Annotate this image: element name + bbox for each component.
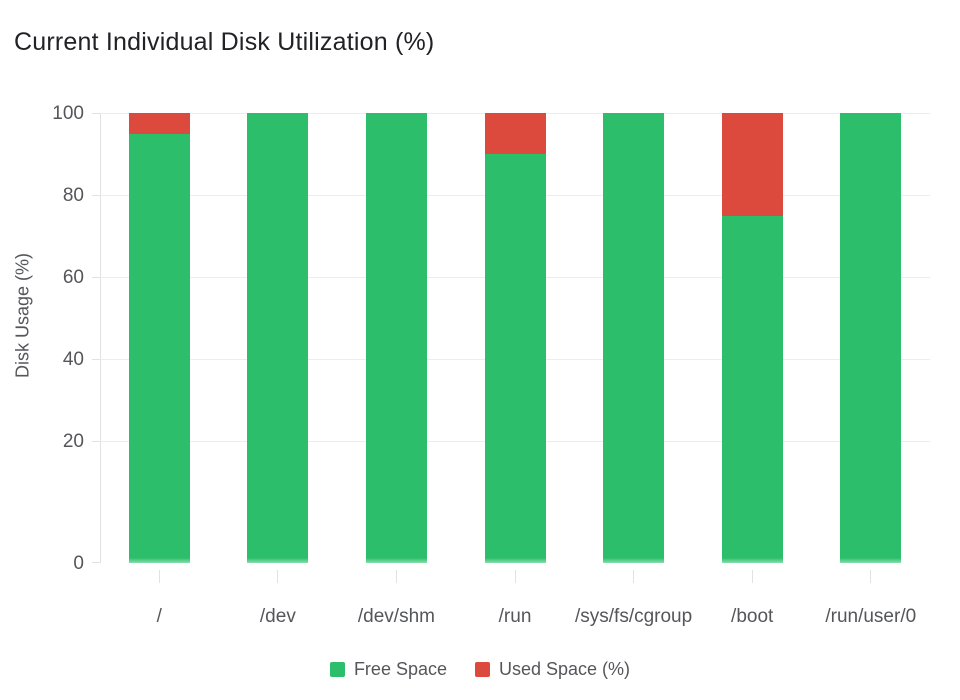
stacked-bar[interactable] bbox=[840, 113, 902, 563]
x-axis-label: /dev/shm bbox=[357, 606, 435, 627]
y-axis-tick-label: 0 bbox=[73, 553, 84, 574]
y-axis-tick-label: 100 bbox=[52, 103, 84, 124]
legend: Free Space Used Space (%) bbox=[0, 659, 960, 680]
bar-free-segment[interactable] bbox=[721, 215, 783, 563]
x-axis-tick-slot bbox=[456, 570, 575, 583]
x-axis-label: /run/user/0 bbox=[825, 606, 917, 627]
x-axis-tick bbox=[751, 570, 753, 583]
y-axis-line bbox=[100, 113, 101, 563]
bar-free-segment[interactable] bbox=[365, 113, 427, 563]
x-axis-tick bbox=[395, 570, 397, 583]
x-axis-tick-slot bbox=[574, 570, 693, 583]
bar-free-segment[interactable] bbox=[128, 133, 190, 563]
x-axis-label: / bbox=[156, 606, 162, 627]
bars-row bbox=[100, 113, 930, 563]
y-axis-tick-label: 60 bbox=[62, 267, 84, 288]
x-axis-tick bbox=[633, 570, 635, 583]
bar-free-segment[interactable] bbox=[484, 154, 546, 563]
bar-slot bbox=[219, 113, 338, 563]
x-axis-tick-slot bbox=[337, 570, 456, 583]
y-axis-tick bbox=[92, 113, 100, 114]
stacked-bar[interactable] bbox=[128, 113, 190, 563]
y-axis-tick-label: 40 bbox=[62, 349, 84, 370]
x-axis-label: /boot bbox=[731, 606, 774, 627]
x-axis-tick-slot bbox=[219, 570, 338, 583]
y-axis-tick bbox=[92, 277, 100, 278]
y-axis-tick bbox=[92, 441, 100, 442]
y-axis-tick-label: 80 bbox=[62, 185, 84, 206]
stacked-bar[interactable] bbox=[484, 113, 546, 563]
bar-slot bbox=[693, 113, 812, 563]
bar-slot bbox=[456, 113, 575, 563]
bar-slot bbox=[574, 113, 693, 563]
x-axis-tick bbox=[277, 570, 279, 583]
x-axis-tick bbox=[870, 570, 872, 583]
y-axis-tick-label: 20 bbox=[62, 431, 84, 452]
x-axis-tick-slot bbox=[811, 570, 930, 583]
x-axis-labels: / /dev/dev/shm/run/sys/fs/cgroup/boot/run… bbox=[100, 606, 930, 628]
chart-title: Current Individual Disk Utilization (%) bbox=[14, 28, 435, 56]
bar-free-segment[interactable] bbox=[247, 113, 309, 563]
y-axis-tick bbox=[92, 562, 100, 563]
x-axis-label: /sys/fs/cgroup bbox=[574, 606, 693, 627]
x-axis-tick-slot bbox=[693, 570, 812, 583]
stacked-bar[interactable] bbox=[247, 113, 309, 563]
x-axis-tick bbox=[158, 570, 160, 583]
bar-slot bbox=[811, 113, 930, 563]
x-axis-tick-slot bbox=[100, 570, 219, 583]
legend-item-free-space[interactable]: Free Space bbox=[329, 659, 447, 680]
bar-used-segment[interactable] bbox=[484, 113, 546, 154]
bar-slot bbox=[337, 113, 456, 563]
plot-area bbox=[92, 113, 930, 563]
legend-label: Free Space bbox=[353, 659, 447, 679]
x-axis-label: /run bbox=[498, 606, 532, 627]
x-axis-label: /dev bbox=[259, 606, 296, 627]
legend-swatch bbox=[475, 662, 490, 677]
stacked-bar[interactable] bbox=[721, 113, 783, 563]
x-axis-tick bbox=[514, 570, 516, 583]
stacked-bar[interactable] bbox=[603, 113, 665, 563]
legend-item-used-space[interactable]: Used Space (%) bbox=[475, 659, 630, 680]
y-axis-tick bbox=[92, 195, 100, 196]
legend-label: Used Space (%) bbox=[499, 659, 631, 679]
legend-swatch bbox=[329, 662, 345, 677]
bar-free-segment[interactable] bbox=[840, 113, 902, 563]
y-axis-title: Disk Usage (%) bbox=[12, 252, 33, 379]
stacked-bar[interactable] bbox=[365, 113, 427, 563]
bar-slot bbox=[100, 113, 219, 563]
bar-used-segment[interactable] bbox=[721, 113, 783, 216]
x-axis-ticks bbox=[100, 570, 930, 583]
y-axis-tick bbox=[92, 359, 100, 360]
bar-used-segment[interactable] bbox=[128, 113, 190, 134]
bar-free-segment[interactable] bbox=[603, 113, 665, 563]
